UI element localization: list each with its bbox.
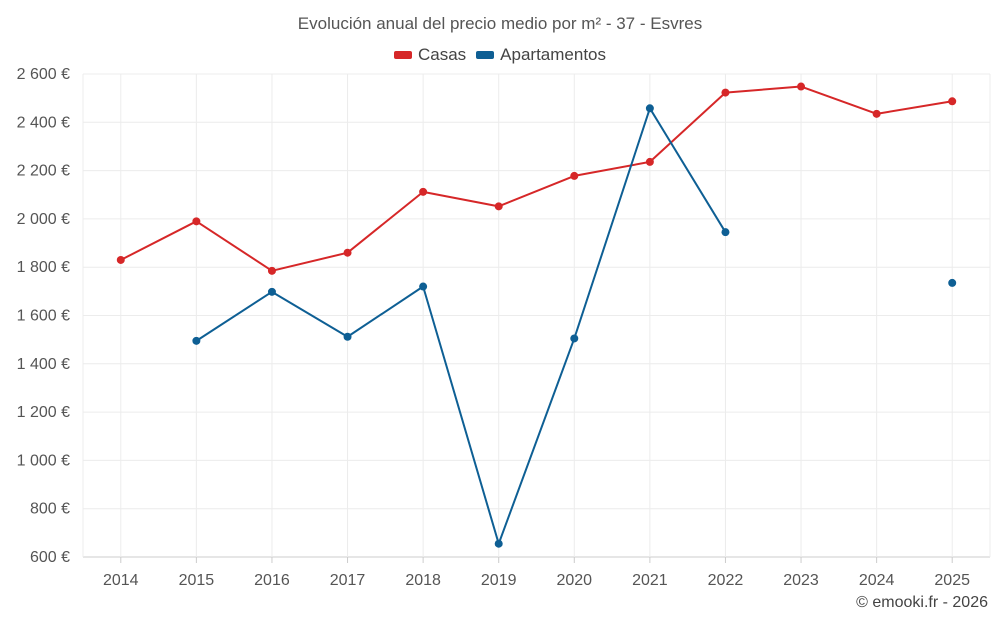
y-tick-label: 1 800 € xyxy=(17,259,70,276)
data-point-apartamentos-2015[interactable] xyxy=(192,336,201,345)
data-point-apartamentos-2020[interactable] xyxy=(570,334,579,343)
data-point-apartamentos-2017[interactable] xyxy=(343,332,352,341)
series-line-casas xyxy=(120,85,953,272)
x-tick-label: 2023 xyxy=(783,572,819,589)
legend-item-apartamentos[interactable]: Apartamentos xyxy=(476,45,606,65)
series-line-apartamentos xyxy=(195,107,727,545)
y-tick-label: 2 200 € xyxy=(17,163,70,180)
y-tick-label: 800 € xyxy=(30,501,70,518)
x-tick-label: 2020 xyxy=(556,572,592,589)
x-tick-label: 2016 xyxy=(254,572,290,589)
x-tick-label: 2021 xyxy=(632,572,668,589)
data-point-casas-2021[interactable] xyxy=(645,157,654,166)
y-tick-label: 2 000 € xyxy=(17,211,70,228)
y-tick-label: 2 400 € xyxy=(17,114,70,131)
x-tick-label: 2015 xyxy=(179,572,215,589)
x-tick-label: 2024 xyxy=(859,572,895,589)
data-point-apartamentos-2019[interactable] xyxy=(494,539,503,548)
data-point-casas-2020[interactable] xyxy=(570,171,579,180)
data-point-casas-2015[interactable] xyxy=(192,217,201,226)
legend-swatch-casas xyxy=(393,51,412,59)
data-point-casas-2024[interactable] xyxy=(872,109,881,118)
y-tick-label: 600 € xyxy=(30,549,70,566)
data-point-casas-2025[interactable] xyxy=(948,97,957,106)
y-tick-label: 2 600 € xyxy=(17,66,70,83)
chart-title: Evolución anual del precio medio por m² … xyxy=(297,14,703,33)
legend-label-casas: Casas xyxy=(417,45,467,64)
legend: Casas Apartamentos xyxy=(0,45,1000,65)
x-tick-label: 2017 xyxy=(330,572,366,589)
legend-item-casas[interactable]: Casas xyxy=(393,45,467,65)
x-tick-label: 2022 xyxy=(708,572,744,589)
data-point-apartamentos-2025[interactable] xyxy=(948,278,957,287)
data-point-casas-2018[interactable] xyxy=(419,187,428,196)
credit-text: © emooki.fr - 2026 xyxy=(856,594,988,611)
y-tick-label: 1 200 € xyxy=(17,404,70,421)
data-point-apartamentos-2016[interactable] xyxy=(267,287,276,296)
data-point-casas-2019[interactable] xyxy=(494,202,503,211)
data-point-apartamentos-2022[interactable] xyxy=(721,228,730,237)
y-tick-label: 1 400 € xyxy=(17,356,70,373)
data-point-casas-2023[interactable] xyxy=(797,82,806,91)
data-point-apartamentos-2021[interactable] xyxy=(645,104,654,113)
x-tick-label: 2025 xyxy=(934,572,970,589)
data-point-apartamentos-2018[interactable] xyxy=(419,282,428,291)
x-tick-label: 2018 xyxy=(405,572,441,589)
data-point-casas-2017[interactable] xyxy=(343,248,352,257)
data-point-casas-2016[interactable] xyxy=(267,266,276,275)
x-tick-label: 2014 xyxy=(103,572,139,589)
y-tick-label: 1 000 € xyxy=(17,452,70,469)
legend-label-apartamentos: Apartamentos xyxy=(500,45,607,64)
data-point-casas-2022[interactable] xyxy=(721,88,730,97)
data-point-casas-2014[interactable] xyxy=(116,255,125,264)
legend-swatch-apartamentos xyxy=(476,51,495,59)
y-tick-label: 1 600 € xyxy=(17,308,70,325)
x-tick-label: 2019 xyxy=(481,572,517,589)
